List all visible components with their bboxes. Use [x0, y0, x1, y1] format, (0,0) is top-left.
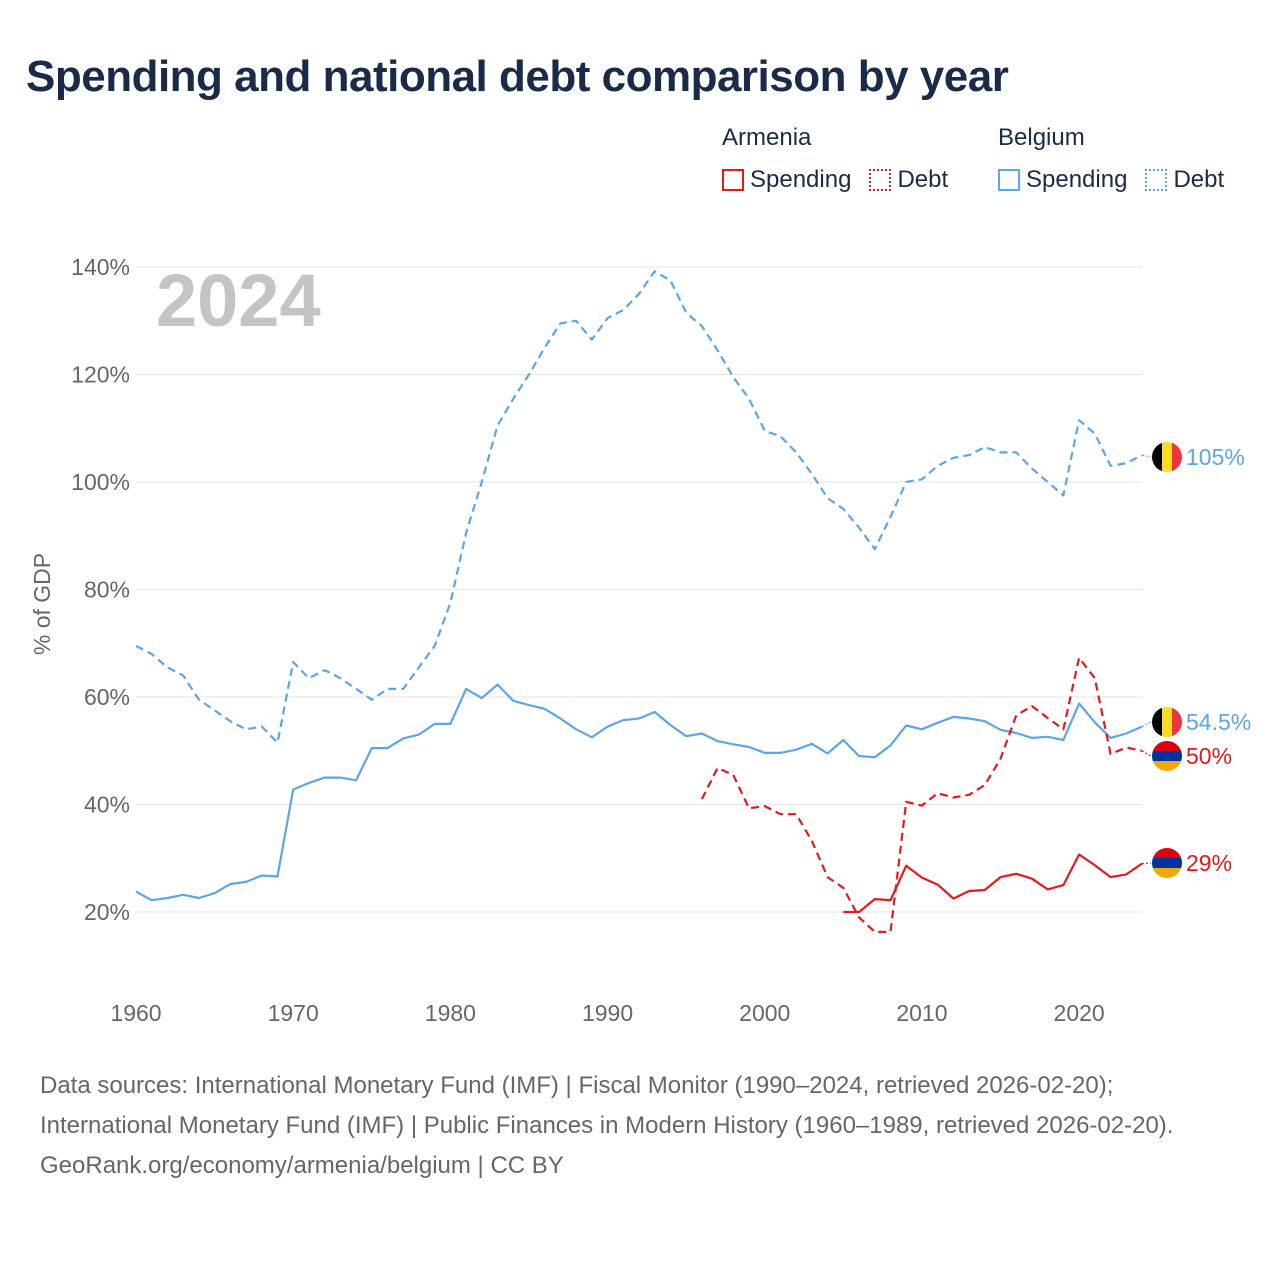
- legend-belgium: Belgium Spending Debt: [998, 124, 1224, 194]
- y-tick-label: 60%: [84, 684, 130, 710]
- legend-armenia: Armenia Spending Debt: [722, 124, 948, 194]
- x-tick-label: 2000: [739, 1000, 790, 1026]
- belgium-flag-icon: [1152, 707, 1182, 737]
- y-tick-label: 20%: [84, 899, 130, 925]
- armenia-flag-icon: [1152, 848, 1182, 878]
- y-axis-label: % of GDP: [29, 553, 55, 655]
- legend-label: Debt: [1173, 166, 1225, 193]
- legend-item-armenia-spending[interactable]: Spending: [722, 166, 851, 194]
- series-line-belgium-debt: [135, 270, 1143, 744]
- data-sources: Data sources: International Monetary Fun…: [40, 1072, 1174, 1139]
- legend-swatch-solid: [722, 169, 744, 191]
- x-tick-label: 1960: [110, 1000, 161, 1026]
- legend-swatch-dotted: [869, 169, 892, 191]
- legend-swatch-solid: [998, 169, 1020, 191]
- series-line-belgium-spending: [135, 683, 1143, 902]
- y-tick-label: 80%: [84, 577, 130, 603]
- footer: Data sources: International Monetary Fun…: [40, 1066, 1240, 1186]
- end-value-label: 29%: [1186, 850, 1232, 876]
- legend-label: Spending: [750, 166, 852, 193]
- belgium-flag-icon: [1152, 442, 1182, 472]
- end-connector: [1141, 454, 1152, 458]
- x-tick-label: 1990: [582, 1000, 633, 1026]
- end-connector: [1141, 721, 1152, 728]
- legend-country-armenia: Armenia: [722, 124, 812, 151]
- x-tick-label: 1980: [425, 1000, 476, 1026]
- y-tick-label: 40%: [84, 792, 130, 818]
- y-tick-label: 140%: [71, 254, 130, 280]
- year-watermark: 2024: [156, 259, 321, 342]
- legend-item-armenia-debt[interactable]: Debt: [869, 166, 948, 194]
- series-line-armenia-spending: [843, 853, 1143, 914]
- y-tick-label: 120%: [71, 362, 130, 388]
- series-line-armenia-debt: [700, 656, 1143, 934]
- legend-label: Debt: [897, 166, 949, 193]
- end-connector: [1141, 862, 1152, 865]
- credit-link[interactable]: GeoRank.org/economy/armenia/belgium | CC…: [40, 1152, 564, 1179]
- legend-item-belgium-spending[interactable]: Spending: [998, 166, 1127, 194]
- end-value-label: 54.5%: [1186, 709, 1251, 735]
- x-tick-label: 1970: [268, 1000, 319, 1026]
- x-tick-label: 2020: [1054, 1000, 1105, 1026]
- legend-country-belgium: Belgium: [998, 124, 1085, 151]
- end-value-label: 50%: [1186, 743, 1232, 769]
- legend-label: Spending: [1026, 166, 1128, 193]
- end-value-label: 105%: [1186, 444, 1245, 470]
- chart-title: Spending and national debt comparison by…: [26, 52, 1009, 101]
- legend-item-belgium-debt[interactable]: Debt: [1145, 166, 1224, 194]
- y-tick-label: 100%: [71, 469, 130, 495]
- legend-swatch-dotted: [1145, 169, 1168, 191]
- armenia-flag-icon: [1152, 741, 1182, 771]
- x-tick-label: 2010: [896, 1000, 947, 1026]
- line-chart: 20% 40% 60% 80% 100% 120% 140% 1960 1970 1980 1990…: [29, 254, 1251, 1026]
- end-connector: [1141, 750, 1152, 757]
